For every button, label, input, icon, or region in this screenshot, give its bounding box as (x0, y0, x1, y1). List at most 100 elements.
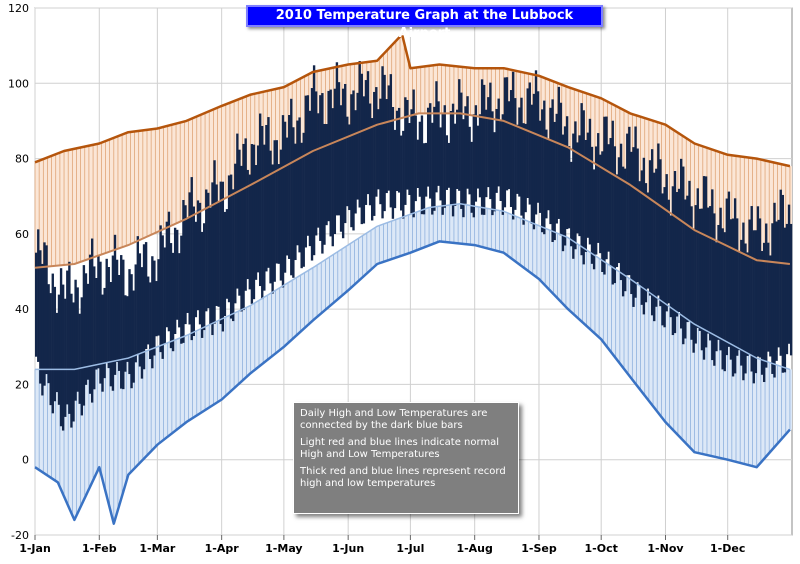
daily-temp-bar (574, 121, 577, 250)
daily-temp-bar (176, 229, 179, 320)
daily-temp-bar (694, 205, 697, 344)
daily-temp-bar (466, 96, 469, 189)
daily-temp-bar (184, 205, 187, 325)
daily-temp-bar (611, 120, 614, 285)
daily-temp-bar (590, 146, 594, 264)
daily-temp-bar (738, 251, 741, 351)
daily-temp-bar (518, 107, 521, 197)
x-tick-label: 1-Mar (139, 542, 176, 555)
daily-temp-bar (769, 255, 772, 357)
daily-temp-bar (288, 115, 291, 259)
daily-temp-bar (653, 172, 656, 322)
daily-temp-bar (754, 230, 758, 374)
daily-temp-bar (389, 74, 393, 208)
daily-temp-bar (404, 97, 407, 205)
daily-temp-bar (719, 207, 722, 351)
daily-temp-bar (314, 91, 318, 236)
daily-temp-bar (671, 186, 675, 336)
daily-temp-bar (279, 149, 283, 281)
daily-temp-bar (680, 158, 683, 329)
daily-temp-bar (238, 149, 241, 296)
daily-temp-bar (765, 223, 768, 368)
daily-temp-bar (538, 120, 542, 213)
daily-temp-bar (285, 137, 289, 256)
daily-temp-bar (682, 166, 685, 345)
daily-temp-bar (265, 124, 268, 272)
x-tick-label: 1-Feb (82, 542, 117, 555)
daily-temp-bar (541, 109, 544, 233)
record-low-band (35, 203, 792, 524)
daily-temp-bar (205, 189, 208, 312)
daily-temp-bar (663, 187, 666, 328)
daily-temp-bar (256, 145, 260, 273)
daily-temp-bar (163, 247, 166, 344)
daily-temp-bar (393, 129, 397, 209)
daily-temp-bar (731, 218, 735, 377)
daily-temp-bar (169, 243, 173, 349)
daily-temp-bar (677, 188, 681, 312)
legend-note-box: Daily High and Low Temperatures are conn… (293, 402, 519, 514)
daily-temp-bar (321, 93, 324, 254)
daily-temp-bar (478, 114, 482, 198)
daily-temp-bar (335, 62, 339, 216)
daily-temp-bar (762, 242, 766, 383)
daily-temp-bar (329, 89, 332, 237)
daily-temp-bar (45, 245, 48, 375)
daily-temp-bar (644, 183, 648, 303)
daily-temp-bar (242, 143, 245, 311)
daily-temp-bar (485, 109, 488, 198)
daily-temp-bar (306, 95, 310, 236)
daily-temp-bar (188, 192, 191, 325)
daily-temp-bar (785, 223, 789, 355)
daily-temp-bar (526, 88, 529, 198)
daily-temp-bar (300, 142, 303, 269)
daily-temp-bar (684, 199, 687, 339)
daily-temp-bar (410, 109, 413, 214)
daily-temp-bar (721, 228, 724, 370)
daily-temp-bar (715, 242, 718, 352)
daily-temp-bar (144, 242, 148, 350)
daily-temp-bar (217, 201, 220, 307)
daily-temp-bar (522, 123, 525, 225)
daily-temp-bar (725, 198, 729, 356)
daily-temp-bar (209, 207, 212, 325)
daily-temp-bar (84, 273, 88, 385)
y-tick-label: 100 (8, 77, 29, 90)
daily-temp-bar (578, 135, 581, 237)
daily-temp-bar (638, 181, 641, 286)
daily-temp-bar (543, 100, 546, 235)
daily-temp-bar (621, 166, 625, 297)
daily-temp-bar (57, 294, 61, 405)
daily-temp-bar (773, 202, 776, 378)
daily-temp-bar (134, 264, 137, 363)
daily-temp-bar (317, 113, 320, 228)
daily-temp-bar (213, 160, 216, 324)
daily-temp-bar (151, 256, 154, 369)
daily-temp-bar (271, 164, 274, 294)
daily-temp-bar (66, 270, 69, 405)
daily-temp-bar (723, 232, 726, 372)
x-tick-label: 1-Aug (456, 542, 492, 555)
daily-temp-bar (128, 269, 131, 375)
daily-temp-bar (269, 150, 272, 284)
daily-temp-bar (381, 66, 384, 219)
daily-temp-bar (435, 81, 438, 193)
daily-temp-bar (619, 143, 623, 281)
daily-temp-bar (468, 126, 471, 195)
daily-temp-bar (451, 103, 455, 217)
daily-temp-bar (234, 163, 237, 304)
daily-temp-bar (149, 282, 152, 360)
daily-temp-bar (601, 151, 604, 273)
daily-temp-bar (153, 260, 156, 356)
record-low-line (34, 240, 791, 525)
daily-temp-bar (107, 267, 110, 369)
daily-temp-bar (650, 149, 654, 316)
daily-temp-bar (775, 221, 778, 361)
daily-temp-bar (225, 209, 229, 299)
daily-temp-bar (489, 82, 492, 200)
daily-temp-bar (198, 202, 202, 325)
daily-temp-bar (74, 279, 77, 401)
daily-temp-bar (636, 148, 639, 283)
daily-temp-bar (659, 159, 662, 307)
daily-temp-bar (182, 199, 185, 343)
